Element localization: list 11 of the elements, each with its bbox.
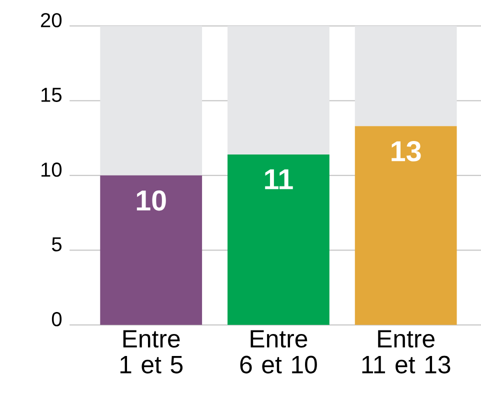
data-label: 10: [136, 190, 166, 211]
y-tick-label: 5: [52, 237, 62, 252]
y-tick-label: 20: [40, 13, 62, 28]
y-tick-label: 15: [42, 88, 62, 102]
y-tick-label: 0: [52, 312, 62, 326]
data-label: 13: [392, 141, 421, 162]
y-tick-label: 10: [42, 162, 62, 177]
x-tick-label: Entre 11 et 13: [362, 330, 450, 374]
x-tick-label: Entre 6 et 10: [240, 330, 317, 374]
x-tick-label: Entre 1 et 5: [120, 330, 183, 374]
data-label: 11: [265, 169, 293, 190]
